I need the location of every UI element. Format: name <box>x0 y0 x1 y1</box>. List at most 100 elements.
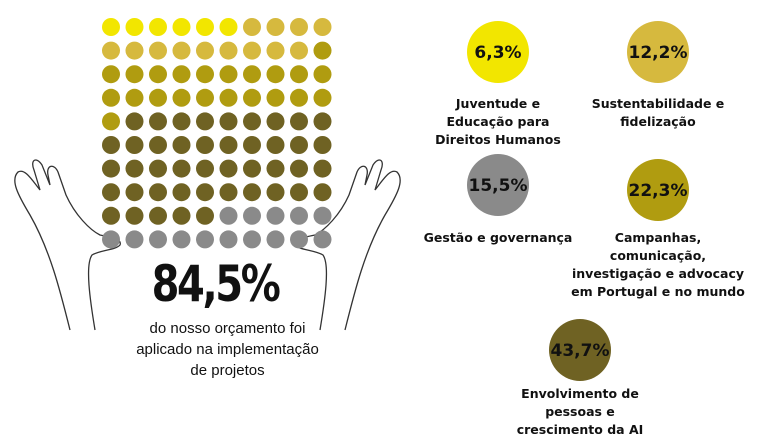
waffle-dot <box>149 136 167 154</box>
waffle-dot <box>172 206 191 225</box>
value-label: 22,3% <box>629 181 688 201</box>
waffle-dot <box>313 41 332 60</box>
waffle-dot <box>149 18 167 36</box>
waffle-dot <box>266 183 285 202</box>
waffle-dot <box>219 183 238 202</box>
waffle-dot <box>102 183 120 202</box>
waffle-dot <box>243 18 261 36</box>
waffle-dot <box>313 159 332 178</box>
waffle-dot <box>125 41 144 60</box>
waffle-dot <box>149 112 167 131</box>
waffle-dot <box>243 88 261 107</box>
value-label: 6,3% <box>474 43 521 63</box>
waffle-dot <box>266 206 285 225</box>
waffle-dot <box>266 230 285 249</box>
waffle-dot <box>149 65 167 84</box>
waffle-dot <box>313 112 332 131</box>
waffle-dot <box>172 88 191 107</box>
value-label: 12,2% <box>629 43 688 63</box>
waffle-dot <box>290 230 308 249</box>
waffle-dot <box>243 206 261 225</box>
waffle-dot <box>243 65 261 84</box>
waffle-dot <box>125 159 144 178</box>
waffle-dot <box>196 159 214 178</box>
waffle-dot <box>125 18 144 36</box>
hands <box>14 159 401 331</box>
waffle-dot <box>290 88 308 107</box>
waffle-dot <box>149 41 167 60</box>
waffle-dot <box>125 136 144 154</box>
waffle-dot <box>172 65 191 84</box>
waffle-dot <box>266 65 285 84</box>
waffle-dot <box>219 88 238 107</box>
waffle-dot <box>313 18 332 36</box>
waffle-dot <box>125 230 144 249</box>
waffle-dot <box>172 230 191 249</box>
waffle-dot <box>290 18 308 36</box>
waffle-dot <box>313 88 332 107</box>
waffle-dot <box>125 183 144 202</box>
value-label: 43,7% <box>551 341 610 361</box>
category-label: Campanhas, comunicação, investigação e a… <box>571 230 745 299</box>
waffle-dot <box>290 65 308 84</box>
waffle-dot <box>172 136 191 154</box>
category-label: Envolvimento de pessoas e crescimento da… <box>516 386 644 437</box>
waffle-dot <box>219 65 238 84</box>
waffle-dot <box>172 18 191 36</box>
waffle-dot <box>219 18 238 36</box>
waffle-dot <box>266 18 285 36</box>
waffle-dot <box>102 18 120 36</box>
waffle-dot <box>149 206 167 225</box>
value-circle <box>627 159 689 221</box>
category-label: Sustentabilidade e fidelização <box>591 96 725 129</box>
waffle-dot <box>196 112 214 131</box>
waffle-dot <box>196 65 214 84</box>
waffle-dot <box>243 112 261 131</box>
waffle-dot <box>196 206 214 225</box>
waffle-dot <box>125 88 144 107</box>
waffle-dot <box>219 159 238 178</box>
waffle-dot <box>266 88 285 107</box>
waffle-dot <box>313 183 332 202</box>
waffle-dot <box>172 112 191 131</box>
waffle-dot <box>290 206 308 225</box>
waffle-dot <box>290 159 308 178</box>
waffle-dot <box>243 183 261 202</box>
waffle-dot <box>219 206 238 225</box>
waffle-dot <box>149 159 167 178</box>
waffle-dot <box>172 159 191 178</box>
waffle-dot <box>102 136 120 154</box>
waffle-dot <box>102 88 120 107</box>
waffle-dot <box>313 206 332 225</box>
waffle-dot <box>102 41 120 60</box>
caption: do nosso orçamento foi aplicado na imple… <box>136 320 319 379</box>
waffle-dot <box>243 136 261 154</box>
category-label: Juventude e Educação para Direitos Human… <box>435 96 561 147</box>
waffle-dot <box>266 41 285 60</box>
waffle-dot <box>149 88 167 107</box>
waffle-dot <box>243 159 261 178</box>
waffle-dot <box>102 65 120 84</box>
waffle-dot <box>149 230 167 249</box>
value-label: 15,5% <box>469 176 528 196</box>
waffle-dot <box>125 112 144 131</box>
waffle-dot <box>102 230 120 249</box>
waffle-dot <box>219 112 238 131</box>
waffle-dot <box>196 18 214 36</box>
waffle-dot <box>290 112 308 131</box>
waffle-dot <box>313 65 332 84</box>
value-circle <box>549 319 611 381</box>
waffle-dot <box>313 136 332 154</box>
waffle-dot <box>290 136 308 154</box>
waffle-dot <box>102 206 120 225</box>
waffle-dot <box>172 183 191 202</box>
value-circle <box>627 21 689 83</box>
waffle-dot <box>266 159 285 178</box>
headline: 84,5% <box>151 255 281 313</box>
waffle-dot <box>102 159 120 178</box>
waffle-dot <box>219 136 238 154</box>
waffle-dot <box>125 65 144 84</box>
waffle-dot <box>196 88 214 107</box>
